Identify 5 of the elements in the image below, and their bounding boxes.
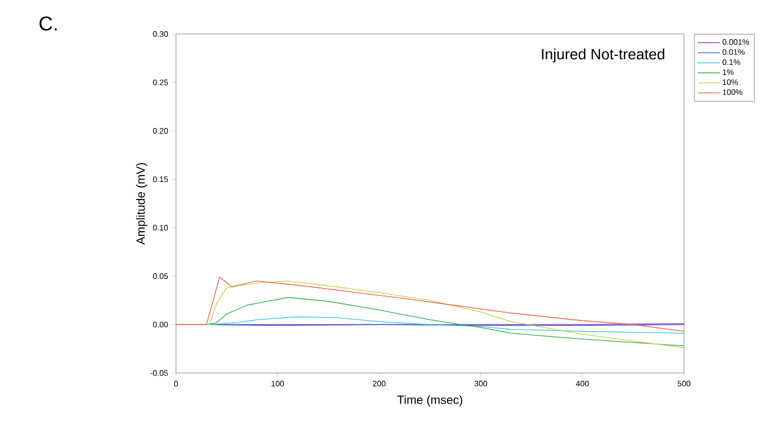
text: C. xyxy=(40,16,57,31)
text: Injured Not-treated xyxy=(542,48,664,62)
y-axis-title: Amplitude (mV) xyxy=(136,163,148,245)
x-axis-title: Time (msec) xyxy=(397,395,462,406)
line-series xyxy=(176,276,684,332)
